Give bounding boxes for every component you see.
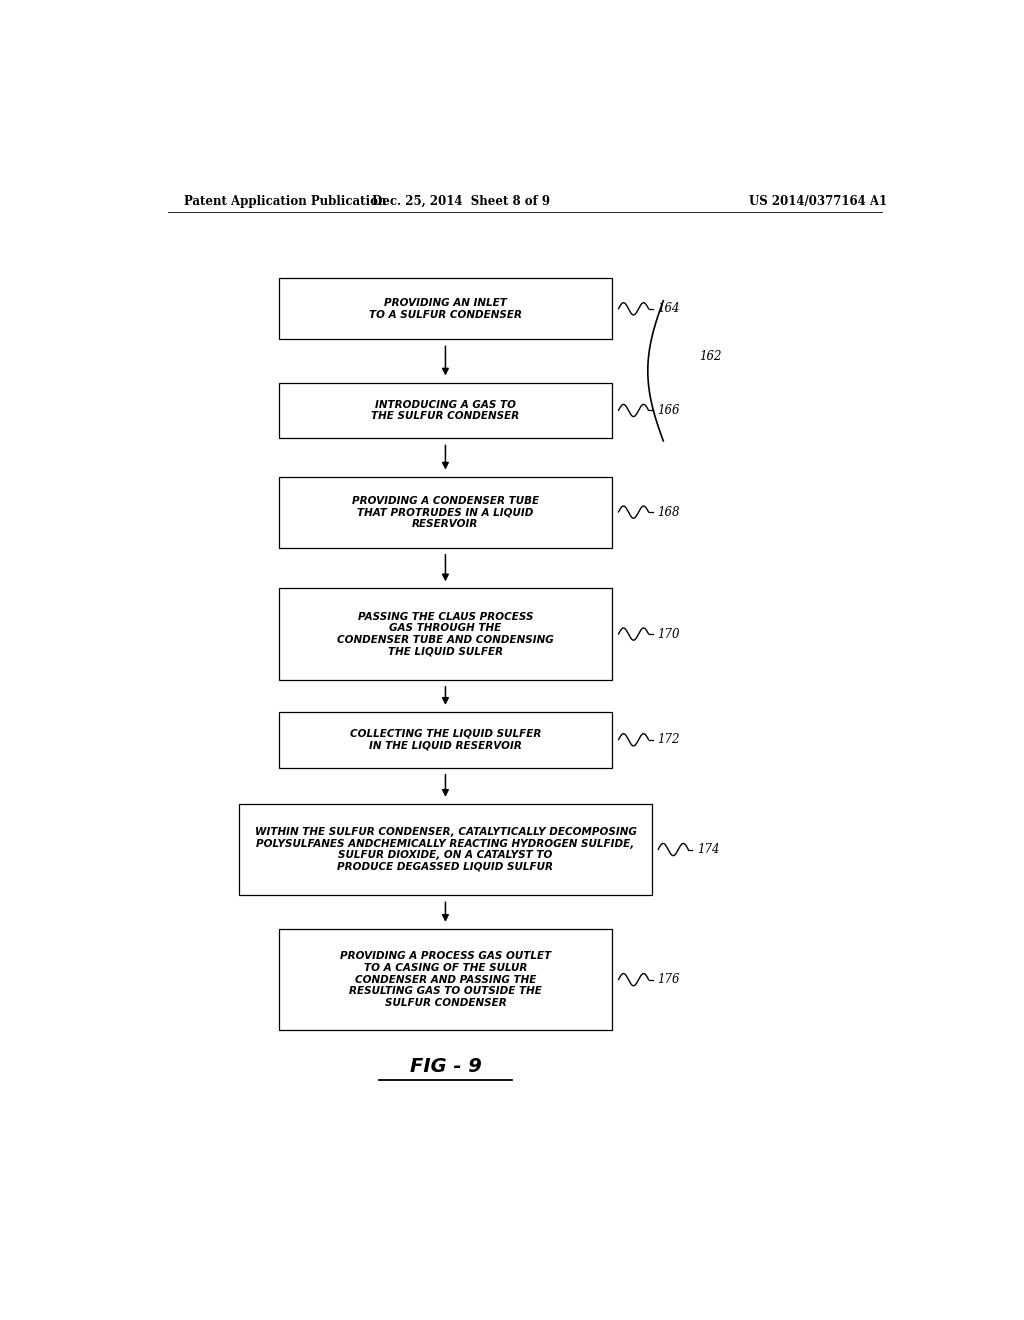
FancyBboxPatch shape [279,383,612,438]
Text: US 2014/0377164 A1: US 2014/0377164 A1 [750,194,888,207]
Text: PASSING THE CLAUS PROCESS
GAS THROUGH THE
CONDENSER TUBE AND CONDENSING
THE LIQU: PASSING THE CLAUS PROCESS GAS THROUGH TH… [337,611,554,656]
Text: WITHIN THE SULFUR CONDENSER, CATALYTICALLY DECOMPOSING
POLYSULFANES ANDCHEMICALL: WITHIN THE SULFUR CONDENSER, CATALYTICAL… [255,828,636,873]
FancyBboxPatch shape [240,804,652,895]
Text: PROVIDING A CONDENSER TUBE
THAT PROTRUDES IN A LIQUID
RESERVOIR: PROVIDING A CONDENSER TUBE THAT PROTRUDE… [352,495,539,529]
FancyBboxPatch shape [279,477,612,548]
Text: 168: 168 [657,506,680,519]
Text: INTRODUCING A GAS TO
THE SULFUR CONDENSER: INTRODUCING A GAS TO THE SULFUR CONDENSE… [372,400,519,421]
Text: COLLECTING THE LIQUID SULFER
IN THE LIQUID RESERVOIR: COLLECTING THE LIQUID SULFER IN THE LIQU… [350,729,541,751]
FancyBboxPatch shape [279,279,612,339]
Text: 176: 176 [657,973,680,986]
Text: PROVIDING A PROCESS GAS OUTLET
TO A CASING OF THE SULUR
CONDENSER AND PASSING TH: PROVIDING A PROCESS GAS OUTLET TO A CASI… [340,952,551,1008]
Text: FIG - 9: FIG - 9 [410,1056,481,1076]
FancyBboxPatch shape [279,589,612,680]
FancyBboxPatch shape [279,711,612,768]
FancyBboxPatch shape [279,929,612,1031]
Text: 172: 172 [657,734,680,746]
Text: 164: 164 [657,302,680,315]
Text: PROVIDING AN INLET
TO A SULFUR CONDENSER: PROVIDING AN INLET TO A SULFUR CONDENSER [369,298,522,319]
Text: Dec. 25, 2014  Sheet 8 of 9: Dec. 25, 2014 Sheet 8 of 9 [373,194,550,207]
Text: 174: 174 [697,843,720,857]
Text: 166: 166 [657,404,680,417]
Text: 162: 162 [699,350,722,363]
Text: 170: 170 [657,627,680,640]
Text: Patent Application Publication: Patent Application Publication [183,194,386,207]
